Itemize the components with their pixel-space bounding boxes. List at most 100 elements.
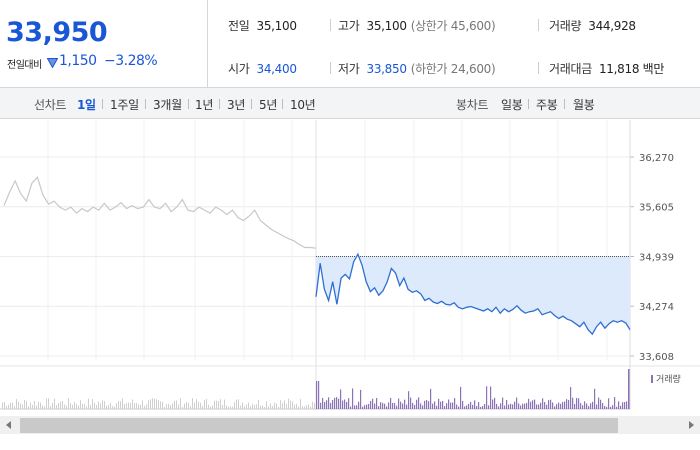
volume-bar: [482, 406, 484, 409]
divider: [564, 99, 565, 109]
volume-bar: [314, 403, 315, 409]
volume-bar: [512, 404, 514, 409]
volume-bar: [138, 404, 139, 409]
volume-bar: [330, 402, 332, 409]
today-price-line: [315, 252, 631, 336]
volume-bar: [346, 401, 348, 409]
volume-bar: [248, 402, 249, 409]
volume-bar: [384, 403, 386, 409]
volume-bar: [40, 402, 41, 409]
volume-bar: [348, 398, 350, 409]
volume-bar: [44, 406, 45, 409]
chart-scrollbar[interactable]: [0, 416, 700, 434]
y-tick-label: 35,605: [639, 203, 674, 214]
volume-bar: [88, 398, 89, 409]
volume-bar: [368, 403, 370, 409]
volume-bar: [594, 388, 596, 409]
change-label: 전일대비: [7, 60, 42, 71]
volume-bar: [212, 405, 213, 409]
volume-bar: [166, 404, 167, 409]
tab-10year[interactable]: 10년: [290, 98, 316, 112]
volume-bar: [316, 381, 318, 409]
current-price: 33,950: [6, 17, 108, 48]
volume-bar: [344, 399, 346, 409]
volume-bar: [568, 399, 570, 409]
volume-bar: [186, 401, 187, 409]
stat-low: 저가 33,850 (하한가 24,600): [338, 62, 496, 76]
volume-bar: [304, 406, 305, 409]
volume-bar: [624, 402, 626, 409]
high-value: 35,100: [366, 19, 407, 33]
chart-period-bar: 선차트 1일 1주일 3개월 1년 3년 5년 10년 봉차트 일봉 주봉 월봉: [0, 88, 700, 119]
volume-bar: [464, 406, 466, 409]
volume-bar: [498, 406, 500, 409]
volume-bar: [500, 403, 502, 409]
volume-bar: [226, 405, 227, 409]
volume-bar: [556, 404, 558, 409]
volume-bar: [58, 403, 59, 409]
tab-daily-candle[interactable]: 일봉: [501, 98, 523, 112]
volume-bar: [628, 369, 630, 409]
volume-bar: [18, 401, 19, 409]
volume-bar: [256, 404, 257, 409]
y-tick-label: 34,274: [639, 302, 674, 313]
divider: [145, 99, 146, 109]
volume-bar: [42, 405, 43, 409]
volume-bar: [294, 404, 295, 409]
volume-bar: [388, 402, 390, 409]
volume-bar: [342, 400, 344, 409]
tab-1year[interactable]: 1년: [195, 98, 214, 112]
volume-bar: [538, 404, 540, 409]
volume-bar: [76, 404, 77, 409]
tab-1day[interactable]: 1일: [77, 98, 96, 112]
volume-bar: [488, 405, 490, 409]
volume-bar: [102, 400, 103, 409]
volume-bar: [520, 405, 522, 409]
volume-bar: [558, 402, 560, 409]
volume-bar: [396, 405, 398, 409]
volume-bar: [228, 406, 229, 409]
volume-bar: [144, 405, 145, 409]
volume-bar: [132, 399, 133, 409]
tab-weekly-candle[interactable]: 주봉: [536, 98, 558, 112]
volume-bar: [124, 404, 125, 409]
volume-bar: [182, 406, 183, 409]
volume-bar: [600, 399, 602, 409]
volume-bar: [418, 397, 420, 409]
volume-bar: [62, 400, 63, 409]
volume-bar: [142, 400, 143, 409]
tab-1week[interactable]: 1주일: [110, 98, 139, 112]
tab-5year[interactable]: 5년: [259, 98, 278, 112]
volume-bar: [250, 406, 251, 409]
volume-bar: [606, 406, 608, 409]
volume-bar: [12, 402, 13, 409]
volume-bar: [584, 401, 586, 409]
volume-bar: [98, 401, 99, 409]
volume-bar: [480, 406, 482, 409]
volume-bar: [448, 399, 450, 409]
volume-bar: [26, 401, 27, 409]
volume-bar: [20, 403, 21, 409]
tab-monthly-candle[interactable]: 월봉: [573, 98, 595, 112]
volume-bar: [154, 398, 155, 409]
price-chart[interactable]: 36,270 35,605 34,939 34,274 33,608 거래량: [0, 120, 700, 416]
divider: [330, 19, 331, 31]
scrollbar-thumb[interactable]: [20, 418, 618, 433]
volume-bar: [604, 406, 606, 409]
arrow-right-icon[interactable]: [682, 416, 700, 434]
volume-bar: [244, 406, 245, 409]
arrow-left-icon[interactable]: [0, 416, 18, 434]
volume-bar: [532, 400, 534, 409]
volume-bar: [428, 401, 430, 409]
tab-3month[interactable]: 3개월: [153, 98, 182, 112]
volume-bar: [238, 399, 239, 409]
volume-bar: [430, 388, 432, 409]
tab-3year[interactable]: 3년: [227, 98, 246, 112]
volume-bar: [312, 401, 313, 409]
volume-bar: [472, 404, 474, 409]
volume-bar: [28, 406, 29, 409]
volume-bar: [440, 401, 442, 409]
volume-bar: [378, 406, 380, 409]
stat-prev-close: 전일 35,100: [228, 19, 297, 33]
volume-bar: [400, 401, 402, 409]
